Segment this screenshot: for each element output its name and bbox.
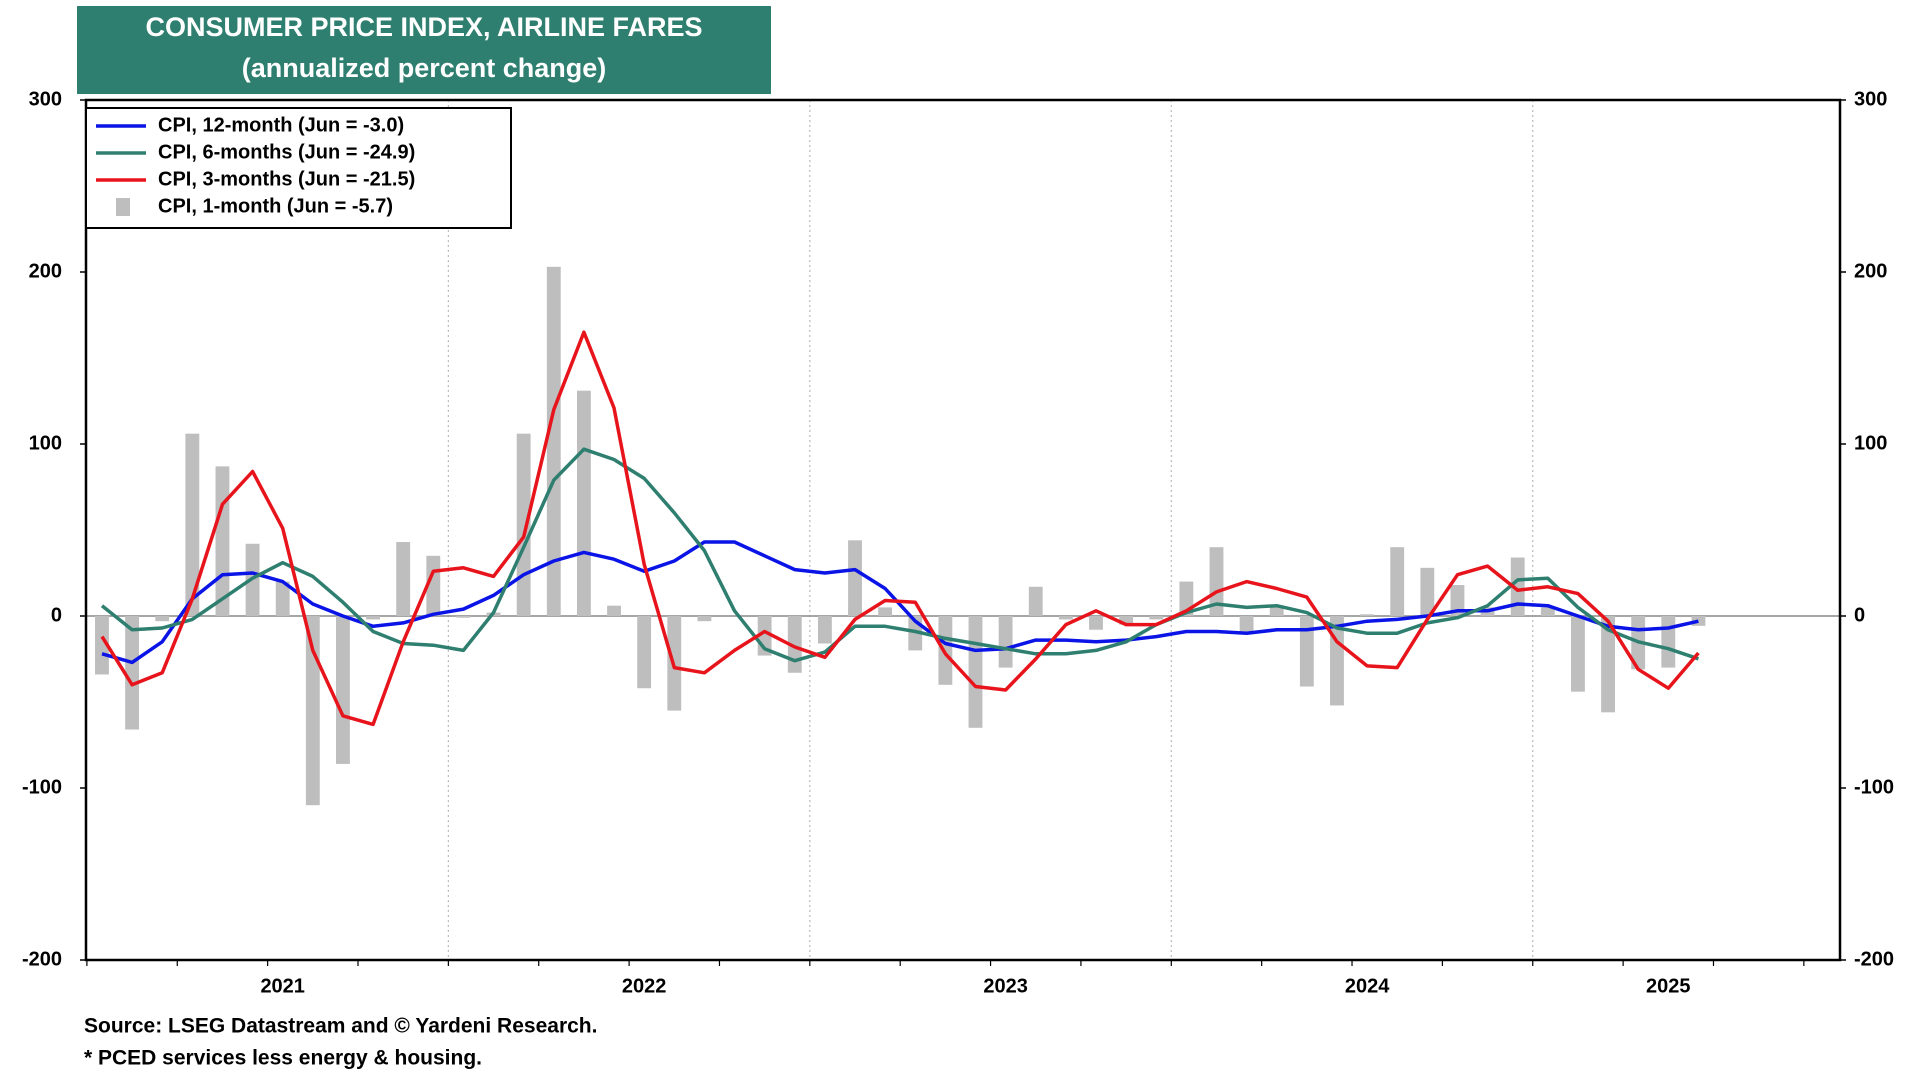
y-tick-label: 300 bbox=[29, 88, 62, 110]
bar bbox=[546, 266, 561, 616]
bar bbox=[1149, 616, 1164, 620]
y-tick-label: 0 bbox=[51, 604, 62, 626]
bar bbox=[697, 616, 712, 622]
bar bbox=[1661, 616, 1676, 668]
bar bbox=[155, 616, 170, 622]
bar bbox=[1540, 607, 1555, 616]
bar bbox=[305, 616, 320, 806]
bar bbox=[185, 433, 200, 616]
bar bbox=[1510, 557, 1525, 616]
bar bbox=[1360, 614, 1375, 616]
legend-swatch bbox=[116, 198, 130, 216]
legend-label: CPI, 6-months (Jun = -24.9) bbox=[158, 141, 415, 163]
bar bbox=[1058, 616, 1073, 620]
bar bbox=[1420, 567, 1435, 616]
source-note: Source: LSEG Datastream and © Yardeni Re… bbox=[84, 1015, 597, 1038]
bar bbox=[1299, 616, 1314, 687]
plot-frame bbox=[84, 98, 1842, 962]
bar bbox=[336, 616, 350, 764]
bar bbox=[125, 616, 140, 730]
y-tick-label: 200 bbox=[29, 260, 62, 282]
bar bbox=[366, 616, 380, 620]
bar bbox=[817, 616, 832, 644]
bar bbox=[1390, 547, 1405, 616]
legend: CPI, 12-month (Jun = -3.0) CPI, 6-months … bbox=[85, 107, 512, 229]
y-tick-label: 100 bbox=[29, 432, 62, 454]
bar bbox=[878, 607, 893, 616]
bar bbox=[1571, 616, 1585, 692]
y2-tick-label: 100 bbox=[1854, 432, 1887, 454]
bar bbox=[1601, 616, 1615, 713]
bar bbox=[607, 605, 621, 616]
bar bbox=[95, 616, 109, 675]
title-box bbox=[77, 6, 771, 94]
y2-tick-label: 0 bbox=[1854, 604, 1865, 626]
bar bbox=[1239, 616, 1254, 634]
y2-tick-label: 200 bbox=[1854, 260, 1887, 282]
bar bbox=[275, 581, 290, 616]
series-line bbox=[100, 330, 1700, 727]
footnote: * PCED services less energy & housing. bbox=[84, 1047, 482, 1070]
x-tick-label: 2023 bbox=[983, 975, 1028, 997]
x-tick-label: 2021 bbox=[260, 975, 305, 997]
x-tick-label: 2022 bbox=[622, 975, 667, 997]
bar bbox=[848, 540, 862, 616]
bar bbox=[1269, 607, 1284, 616]
chart-title: CONSUMER PRICE INDEX, AIRLINE FARES bbox=[145, 12, 702, 42]
legend-box bbox=[85, 107, 512, 229]
bar bbox=[1209, 547, 1224, 616]
legend-label: CPI, 1-month (Jun = -5.7) bbox=[158, 195, 393, 217]
bar bbox=[1028, 586, 1043, 616]
bar bbox=[456, 616, 471, 618]
bar bbox=[998, 616, 1013, 668]
bar bbox=[516, 433, 531, 616]
x-tick-label: 2025 bbox=[1646, 975, 1691, 997]
y2-tick-label: -200 bbox=[1854, 948, 1894, 970]
y2-tick-label: 300 bbox=[1854, 88, 1887, 110]
chart-subtitle: (annualized percent change) bbox=[242, 53, 607, 83]
legend-label: CPI, 3-months (Jun = -21.5) bbox=[158, 168, 415, 190]
bar bbox=[1089, 616, 1103, 630]
legend-label: CPI, 12-month (Jun = -3.0) bbox=[158, 114, 404, 136]
series-line bbox=[100, 447, 1699, 663]
bar bbox=[1450, 585, 1465, 616]
y-tick-label: -200 bbox=[22, 948, 62, 970]
x-tick-label: 2024 bbox=[1345, 975, 1390, 997]
bar bbox=[968, 616, 983, 728]
bar bbox=[576, 390, 591, 616]
y2-tick-label: -100 bbox=[1854, 776, 1894, 798]
bar bbox=[396, 542, 411, 616]
bar bbox=[637, 616, 652, 689]
y-tick-label: -100 bbox=[22, 776, 62, 798]
bar bbox=[1691, 616, 1706, 626]
bar bbox=[1119, 616, 1134, 625]
